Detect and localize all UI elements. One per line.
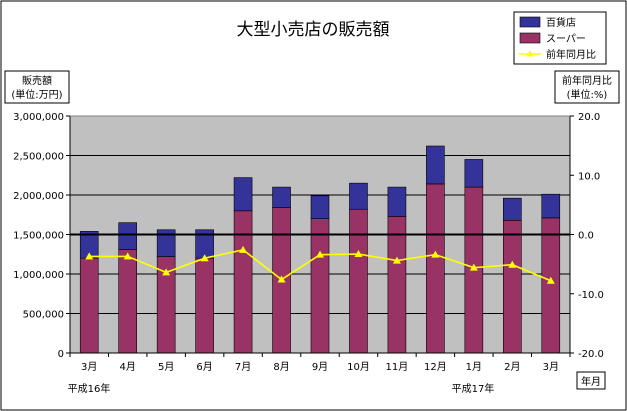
left-axis-label-line2: (単位:万円) bbox=[11, 88, 62, 101]
bar-supermarket bbox=[118, 249, 137, 354]
x-tick-label: 4月 bbox=[120, 361, 136, 373]
legend-swatch-supermarket bbox=[519, 32, 541, 44]
yoy-point bbox=[162, 268, 171, 276]
yoy-point bbox=[200, 254, 209, 262]
x-tick-label: 1月 bbox=[466, 361, 482, 373]
axis-layer: 0 500,000 1,000,000 1,500,000 2,000,000 2,500… bbox=[13, 112, 604, 373]
yoy-point bbox=[469, 263, 478, 271]
x-axis-label-box bbox=[576, 371, 606, 390]
bar-department bbox=[541, 193, 561, 219]
legend-label-department: 百貨店 bbox=[546, 16, 576, 29]
yoy-point bbox=[508, 260, 517, 268]
legend-swatch-department bbox=[519, 16, 541, 28]
yoy-point bbox=[316, 250, 324, 258]
y-left-tick-label: 2,500,000 bbox=[13, 152, 64, 163]
yoy-point bbox=[85, 252, 94, 260]
x-tick-label: 3月 bbox=[81, 361, 97, 373]
line-layer bbox=[85, 245, 555, 284]
legend-marker-yoy bbox=[526, 50, 534, 57]
bar-supermarket bbox=[195, 257, 214, 354]
bar-supermarket bbox=[79, 257, 99, 354]
left-axis-label: 販売額 (単位:万円) bbox=[4, 70, 70, 104]
yoy-point bbox=[239, 245, 248, 253]
bar-department bbox=[387, 186, 407, 217]
y-right-tick-label: 10.0 bbox=[578, 171, 600, 182]
era-label-h16: 平成16年 bbox=[68, 382, 111, 395]
bar-department bbox=[464, 159, 484, 188]
legend-label-yoy: 前年同月比 bbox=[546, 48, 596, 61]
bar-supermarket bbox=[233, 210, 253, 354]
yoy-point bbox=[392, 256, 401, 264]
bar-department bbox=[272, 186, 291, 208]
x-axis-label: 年月 bbox=[576, 371, 606, 390]
x-tick-label: 9月 bbox=[312, 361, 328, 373]
x-tick-label: 7月 bbox=[235, 361, 251, 373]
bar-department bbox=[156, 229, 176, 257]
x-tick-label: 6月 bbox=[196, 361, 212, 373]
x-tick-label: 3月 bbox=[543, 361, 559, 373]
x-tick-label: 10月 bbox=[347, 361, 370, 373]
chart-title: 大型小売店の販売額 bbox=[237, 20, 390, 40]
bar-supermarket bbox=[503, 219, 522, 354]
y-left-tick-label: 2,000,000 bbox=[13, 191, 64, 202]
right-axis-label: 前年同月比 (単位:%) bbox=[554, 70, 620, 104]
bar-supermarket bbox=[387, 216, 407, 354]
y-left-tick-label: 500,000 bbox=[23, 310, 64, 321]
bar-department bbox=[349, 182, 368, 210]
y-right-tick-label: 0.0 bbox=[578, 231, 594, 242]
y-right-tick-label: -10.0 bbox=[578, 290, 604, 301]
bar-department bbox=[233, 177, 253, 212]
yoy-point bbox=[431, 250, 440, 258]
right-axis-label-line2: (単位:%) bbox=[567, 88, 608, 101]
x-axis-label-text: 年月 bbox=[581, 375, 601, 388]
y-left-tick-label: 1,500,000 bbox=[13, 231, 64, 242]
y-right-tick-label: 20.0 bbox=[578, 112, 600, 123]
era-label-h17: 平成17年 bbox=[452, 382, 495, 395]
bar-department bbox=[118, 222, 137, 250]
bar-department bbox=[503, 197, 522, 221]
right-axis-label-box bbox=[554, 70, 620, 104]
x-tick-label: 5月 bbox=[158, 361, 174, 373]
yoy-point bbox=[354, 250, 363, 258]
yoy-point bbox=[277, 275, 286, 283]
bar-department bbox=[310, 195, 330, 219]
y-right-tick-label: -20.0 bbox=[578, 349, 604, 360]
bar-department bbox=[426, 145, 445, 185]
yoy-point bbox=[546, 276, 555, 284]
x-tick-label: 11月 bbox=[386, 361, 409, 373]
legend-label-supermarket: スーパー bbox=[546, 33, 586, 45]
x-tick-label: 2月 bbox=[504, 361, 520, 373]
y-left-tick-label: 1,000,000 bbox=[13, 270, 64, 281]
bar-supermarket bbox=[541, 217, 561, 354]
y-left-tick-label: 0 bbox=[58, 349, 64, 360]
bars-layer bbox=[79, 145, 561, 354]
left-axis-label-box bbox=[4, 70, 70, 104]
bar-supermarket bbox=[349, 208, 368, 354]
bar-supermarket bbox=[426, 183, 445, 354]
bar-supermarket bbox=[310, 218, 330, 354]
y-left-tick-label: 3,000,000 bbox=[13, 112, 64, 123]
right-axis-label-line1: 前年同月比 bbox=[562, 74, 612, 87]
x-tick-label: 8月 bbox=[273, 361, 289, 373]
yoy-point bbox=[123, 252, 132, 260]
legend: 百貨店 スーパー 前年同月比 bbox=[513, 11, 607, 65]
x-tick-label: 12月 bbox=[424, 361, 447, 373]
left-axis-label-line1: 販売額 bbox=[22, 74, 52, 87]
